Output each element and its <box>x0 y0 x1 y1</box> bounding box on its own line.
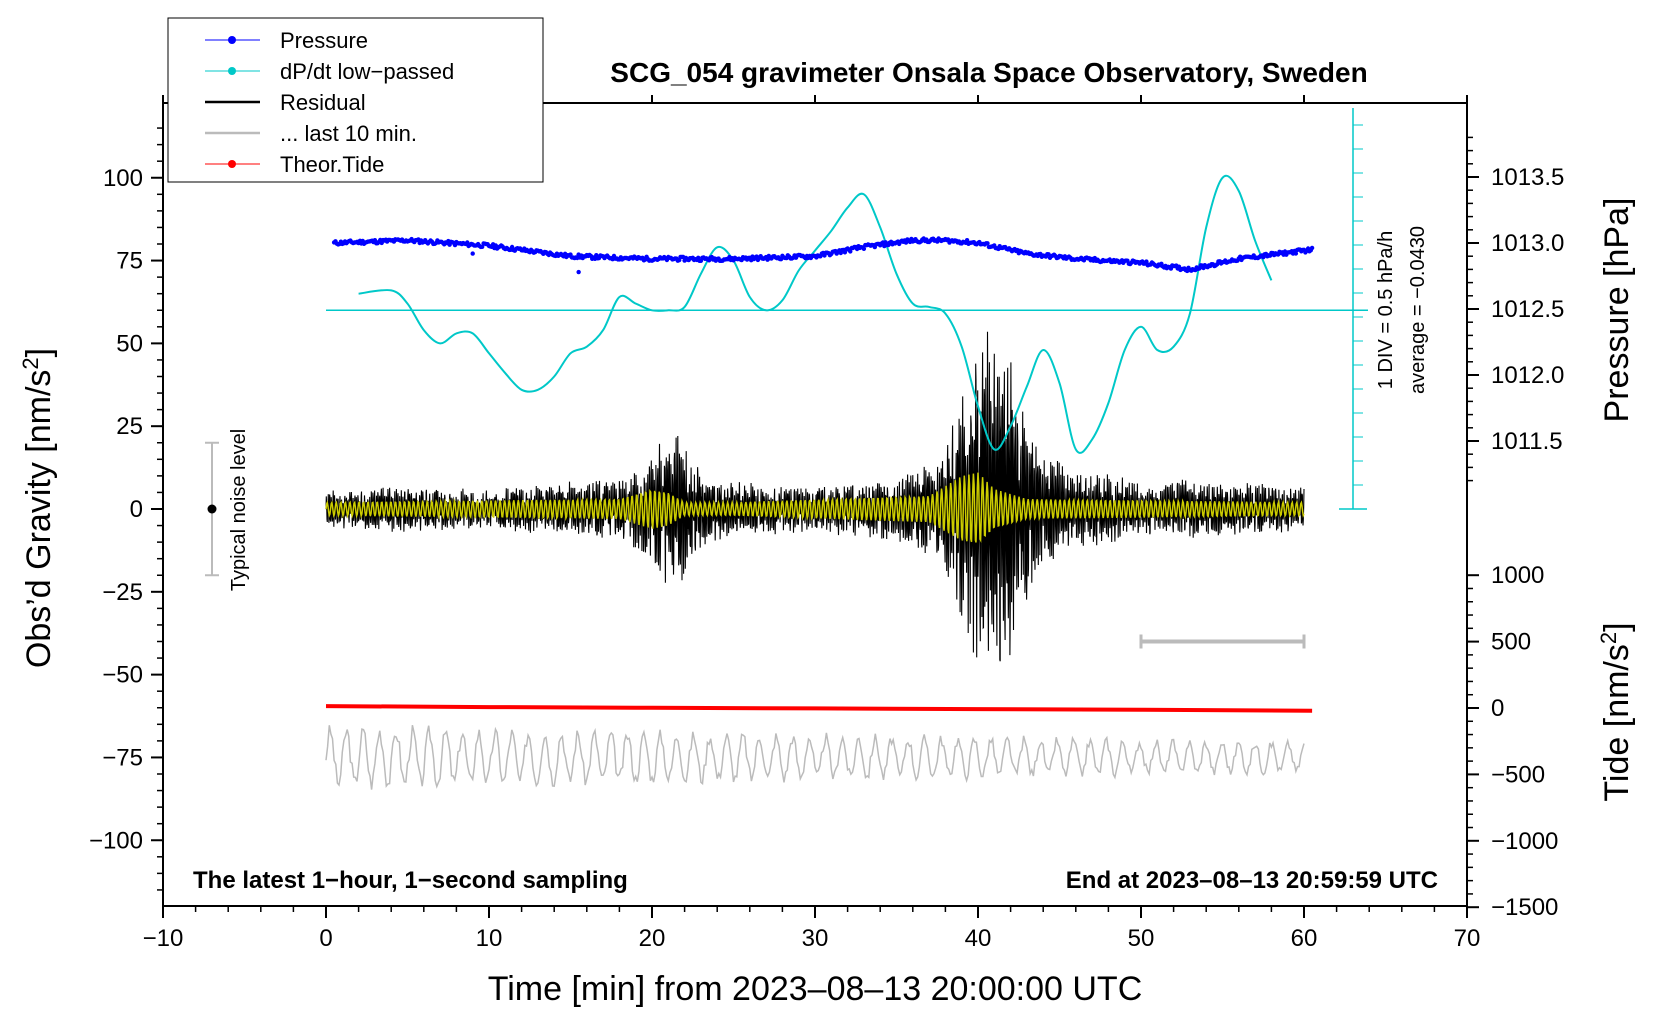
y-axis-title-left-end: ] <box>20 348 58 357</box>
x-tick-label: 60 <box>1291 925 1318 952</box>
pressure-axis: 1013.5 1013.0 1012.5 1012.0 1011.5 <box>1467 136 1564 482</box>
y-axis-title-left: Obs’d Gravity [nm/s2] <box>18 348 58 668</box>
y-axis-left: 100 75 50 25 0 −25 −50 −75 −100 <box>89 127 163 891</box>
x-tick-label: −10 <box>143 925 184 952</box>
y-tick-label: 100 <box>103 165 143 192</box>
tide-tick-label: −1500 <box>1491 894 1558 921</box>
tide-tick-label: −500 <box>1491 761 1545 788</box>
pressure-point <box>1144 259 1149 264</box>
legend-label: Pressure <box>280 28 368 53</box>
residual-lowpass-line <box>325 472 1305 543</box>
y-tick-label: −75 <box>102 744 143 771</box>
legend-box <box>167 17 544 183</box>
x-axis: −10 0 10 20 30 40 50 60 70 <box>143 95 1481 952</box>
residual-line <box>325 331 1305 662</box>
x-axis-title: Time [min] from 2023–08–13 20:00:00 UTC <box>488 970 1143 1008</box>
tide-tick-label: 0 <box>1491 695 1504 722</box>
pressure-point <box>480 244 485 249</box>
pressure-tick-label: 1012.5 <box>1491 296 1564 323</box>
pressure-point <box>1293 251 1299 256</box>
tide-axis-title-end: ] <box>1598 622 1636 631</box>
legend-label: dP/dt low−passed <box>280 59 454 84</box>
y-axis-title-left-main: Obs’d Gravity [nm/s <box>20 370 58 669</box>
y-tick-label: 25 <box>116 413 143 440</box>
legend-marker <box>228 160 236 168</box>
legend-label: Residual <box>280 90 366 115</box>
legend-label: ... last 10 min. <box>280 121 417 146</box>
pressure-point <box>964 238 970 243</box>
x-tick-label: 20 <box>639 925 666 952</box>
x-tick-label: 50 <box>1128 925 1155 952</box>
x-tick-label: 0 <box>319 925 332 952</box>
pressure-point <box>848 249 853 254</box>
pressure-point <box>470 251 475 256</box>
pressure-point <box>1309 245 1315 251</box>
tide-axis-title-sup: 2 <box>1596 632 1621 644</box>
y-tick-label: −100 <box>89 827 143 854</box>
legend-marker <box>228 36 236 44</box>
pressure-point <box>861 246 867 251</box>
x-tick-label: 70 <box>1454 925 1481 952</box>
y-tick-label: −50 <box>102 662 143 689</box>
pressure-tick-label: 1012.0 <box>1491 362 1564 389</box>
pressure-tick-label: 1013.0 <box>1491 230 1564 257</box>
legend-marker <box>228 67 236 75</box>
x-tick-label: 30 <box>802 925 829 952</box>
last-10-min-bar <box>1139 634 1306 649</box>
dpdt-average-label: average = −0.0430 <box>1407 226 1429 394</box>
tide-axis-title: Tide [nm/s2] <box>1596 622 1636 801</box>
last-10-min-line <box>325 725 1305 790</box>
sampling-note: The latest 1−hour, 1−second sampling <box>193 867 628 894</box>
dpdt-line <box>358 174 1273 454</box>
dpdt-scale-axis <box>326 108 1368 510</box>
noise-level-indicator <box>205 441 219 577</box>
pressure-tick-label: 1011.5 <box>1491 428 1563 455</box>
tide-axis-title-main: Tide [nm/s <box>1598 644 1636 801</box>
legend-label: Theor.Tide <box>280 152 384 177</box>
y-tick-label: −25 <box>102 579 143 606</box>
chart-title: SCG_054 gravimeter Onsala Space Observat… <box>610 57 1367 88</box>
noise-dot <box>207 504 217 514</box>
pressure-point <box>985 241 990 246</box>
end-time-note: End at 2023–08–13 20:59:59 UTC <box>1066 867 1438 894</box>
x-tick-label: 10 <box>476 925 503 952</box>
y-tick-label: 50 <box>116 330 143 357</box>
tide-line <box>325 704 1313 713</box>
tide-tick-label: −1000 <box>1491 828 1558 855</box>
tide-tick-label: 500 <box>1491 629 1531 656</box>
pressure-tick-label: 1013.5 <box>1491 164 1564 191</box>
y-tick-label: 75 <box>116 248 143 275</box>
pressure-axis-title: Pressure [hPa] <box>1598 198 1636 423</box>
tide-axis: 1000 500 0 −500 −1000 −1500 <box>1467 562 1558 921</box>
pressure-point <box>576 269 581 275</box>
x-tick-label: 40 <box>965 925 992 952</box>
legend: Pressure dP/dt low−passed Residual ... last… <box>167 17 544 183</box>
tide-tick-label: 1000 <box>1491 562 1544 589</box>
y-axis-title-left-sup: 2 <box>18 357 43 369</box>
series-layer <box>325 174 1315 790</box>
dpdt-scale-label: 1 DIV = 0.5 hPa/h <box>1375 231 1397 389</box>
noise-level-label: Typical noise level <box>228 429 250 591</box>
y-tick-label: 0 <box>130 496 143 523</box>
